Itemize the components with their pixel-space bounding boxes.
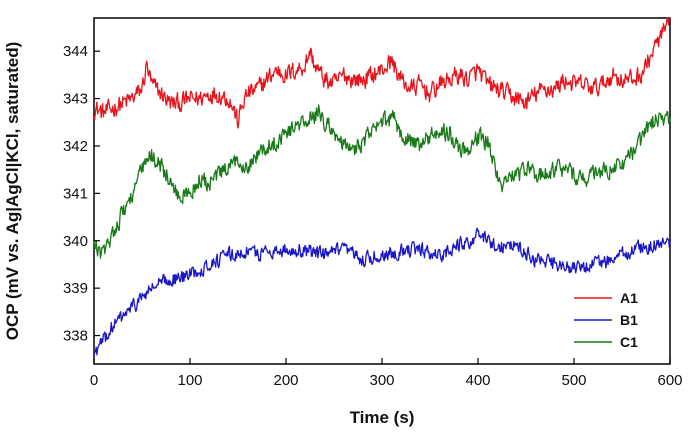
series-layer [93, 17, 671, 357]
x-tick-label: 600 [657, 372, 682, 389]
x-tick-label: 100 [177, 372, 202, 389]
x-tick-label: 300 [369, 372, 394, 389]
y-tick-label: 342 [63, 138, 88, 155]
ticks-layer: 0 100 200 300 400 500 600 338 339 340 341 342 343 344 [63, 43, 683, 389]
legend-label-a1: A1 [620, 290, 638, 306]
y-tick-label: 340 [63, 233, 88, 250]
series-line-b1 [93, 227, 671, 357]
x-tick-label: 500 [561, 372, 586, 389]
legend-label-b1: B1 [620, 312, 638, 328]
y-tick-label: 341 [63, 185, 88, 202]
y-tick-label: 339 [63, 280, 88, 297]
y-axis-title: OCP (mV vs. Ag|AgCl|KCl, saturated) [3, 42, 22, 341]
x-tick-label: 0 [90, 372, 98, 389]
x-axis-title: Time (s) [350, 408, 415, 427]
legend: A1 B1 C1 [574, 290, 638, 350]
y-tick-label: 338 [63, 328, 88, 345]
y-tick-label: 343 [63, 91, 88, 108]
legend-label-c1: C1 [620, 334, 638, 350]
series-line-a1 [93, 17, 670, 129]
y-tick-label: 344 [63, 43, 88, 60]
series-line-c1 [93, 104, 671, 259]
x-tick-label: 200 [273, 372, 298, 389]
x-tick-label: 400 [465, 372, 490, 389]
